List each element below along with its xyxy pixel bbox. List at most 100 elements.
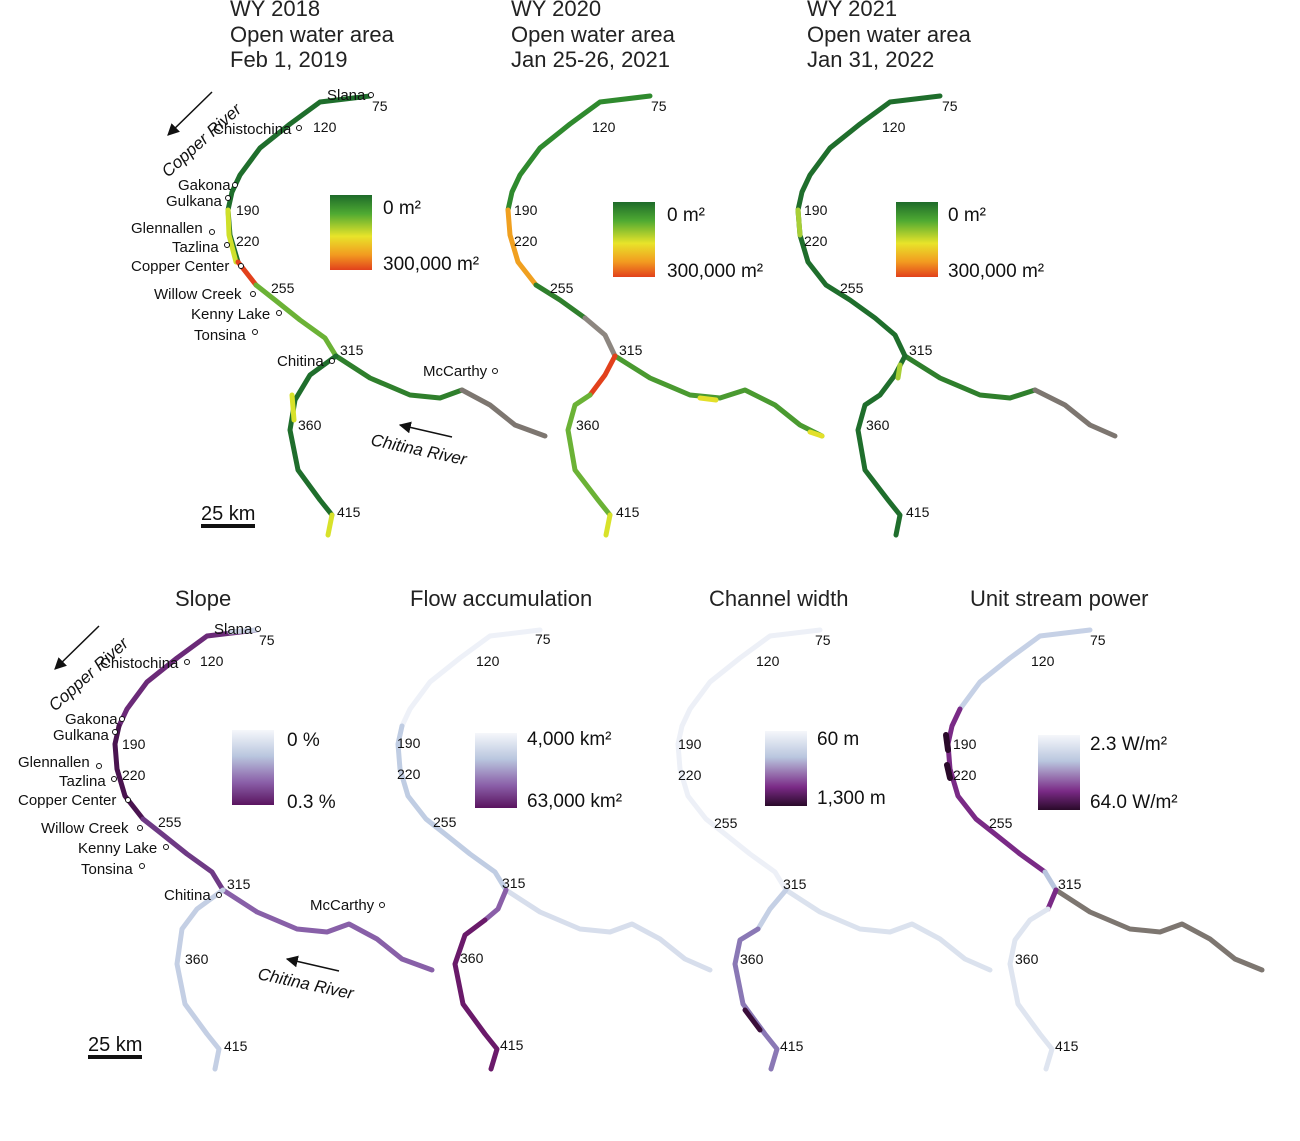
town-marker [209,229,215,235]
town-slana: Slana [327,87,366,104]
km-marker-220: 220 [514,233,538,249]
town-marker [184,659,190,665]
km-marker-315: 315 [340,342,364,358]
town-marker [329,358,335,364]
river-segment-lower-open [895,362,903,381]
river-segment-confluence [1042,869,1059,893]
river-segment-no-data [1032,387,1118,439]
km-marker-415: 415 [224,1038,248,1054]
km-marker-190: 190 [236,202,260,218]
legend-top-label: 0 % [287,730,320,751]
km-markers: 75 120 190 220 255 315 360 415 [953,632,1106,1054]
river-segment-upper [399,627,543,729]
legend-top-label: 2.3 W/m² [1090,734,1167,755]
km-marker-75: 75 [942,98,958,114]
panel-open-water-wy2021: WY 2021 Open water area Jan 31, 2022 75 … [795,0,1118,538]
km-marker-415: 415 [616,504,640,520]
river-segment-glennallen [112,723,146,822]
town-marker [216,892,222,898]
river-segment-upper [505,93,653,213]
copper-river-arrow [54,625,100,670]
km-marker-415: 415 [906,504,930,520]
town-willow-creek: Willow Creek [154,286,242,303]
town-marker [125,797,131,803]
river-segment-no-data [582,315,618,359]
km-marker-255: 255 [714,815,738,831]
panel-slope: Slope 75 120 190 220 255 315 360 415 Sla… [18,586,435,1072]
km-marker-415: 415 [500,1037,524,1053]
river-segment-lower-open [289,392,297,423]
scale-bar: 25 km [88,1034,142,1059]
km-marker-360: 360 [185,951,209,967]
town-marker [252,329,258,335]
river-segment-mid [253,282,339,359]
legend: 4,000 km² 63,000 km² [475,729,622,812]
panel-title-line-1: WY 2021 [807,0,897,21]
legend-top-label: 0 m² [667,205,705,226]
town-tazlina: Tazlina [172,239,219,256]
river-segment-end [807,429,825,439]
town-marker [492,368,498,374]
river-network [675,627,993,1072]
town-tonsina: Tonsina [194,327,246,344]
km-marker-360: 360 [1015,951,1039,967]
km-marker-120: 120 [1031,653,1055,669]
km-marker-255: 255 [433,814,457,830]
legend: 0 m² 300,000 m² [613,202,763,282]
legend-bottom-label: 63,000 km² [527,791,622,812]
legend-top-label: 60 m [817,729,859,750]
river-segment-high-power [943,732,951,753]
river-segment-wide [742,1007,763,1033]
town-gulkana: Gulkana [166,193,223,210]
km-marker-75: 75 [815,632,831,648]
km-marker-415: 415 [1055,1038,1079,1054]
km-marker-120: 120 [882,119,906,135]
panel-title: Slope [175,586,231,611]
scale-bar-line [201,524,255,528]
km-marker-255: 255 [989,815,1013,831]
km-marker-75: 75 [1090,632,1106,648]
panel-title-line-2: Open water area [230,22,395,47]
scale-bar: 25 km [201,503,255,528]
legend-top-label: 4,000 km² [527,729,611,750]
legend-top-label: 0 m² [948,205,986,226]
river-segment-chitina [612,353,825,439]
legend: 0 % 0.3 % [232,730,336,813]
scale-bar-line [88,1055,142,1059]
river-segment-open [697,395,719,403]
river-network [225,93,548,538]
chitina-river-label: Chitina River [256,964,356,1003]
km-marker-190: 190 [514,202,538,218]
km-marker-120: 120 [313,119,337,135]
town-marker [224,242,230,248]
town-kenny-lake: Kenny Lake [191,306,270,323]
town-labels: Slana Chistochina Gakona Gulkana Glennal… [18,621,385,914]
river-network [395,627,713,1072]
legend-bottom-label: 300,000 m² [667,261,763,282]
km-marker-255: 255 [550,280,574,296]
river-segment-high-power [944,762,953,781]
km-marker-315: 315 [1058,876,1082,892]
town-marker [238,263,244,269]
river-segment-glennallen [225,207,239,265]
river-segment-mid [140,816,226,893]
river-name-labels: Copper River Chitina River [158,91,470,469]
town-marker [225,195,231,201]
river-network [505,93,825,538]
river-segment-confluence-2 [1045,887,1059,912]
river-segment-lower [565,392,613,518]
km-marker-220: 220 [804,233,828,249]
chitina-river-arrow [285,955,340,972]
legend-color-ramp [475,733,517,808]
panel-title-line-2: Open water area [807,22,972,47]
town-glennallen: Glennallen [131,220,203,237]
chitina-river-arrow [398,421,453,438]
km-marker-360: 360 [866,417,890,433]
km-marker-360: 360 [576,417,600,433]
town-slana: Slana [214,621,253,638]
copper-river-label: Copper River [45,633,133,715]
km-marker-190: 190 [804,202,828,218]
town-kenny-lake: Kenny Lake [78,840,157,857]
town-gakona: Gakona [178,177,231,194]
